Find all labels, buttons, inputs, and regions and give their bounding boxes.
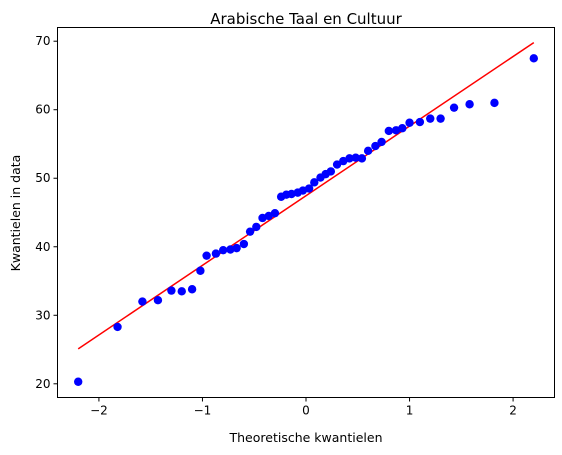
y-tick-label: 50 [35,171,50,185]
y-tick-label: 60 [35,103,50,117]
x-axis: −2 −1 0 1 2 [90,397,517,418]
y-tick-label: 30 [35,308,50,322]
x-tick-label: 1 [406,404,414,418]
data-point [232,243,241,253]
y-tick-label: 20 [35,377,50,391]
data-point [138,297,147,306]
data-point [74,377,83,386]
data-point [436,114,445,123]
y-axis: 20 30 40 50 60 70 [35,34,58,391]
data-point [177,287,186,296]
data-point [345,154,354,163]
data-point [529,54,538,63]
data-point [211,249,221,258]
data-point [363,146,373,156]
data-point [113,322,122,332]
data-point [490,98,499,108]
x-tick-label: 2 [509,404,517,418]
x-tick-label: 0 [302,404,310,418]
x-axis-label: Theoretische kwantielen [229,430,383,445]
data-point [153,296,163,305]
y-tick-label: 70 [35,34,50,48]
data-point [332,160,342,169]
data-point [371,141,380,151]
data-point [167,286,176,295]
data-point [326,167,336,176]
data-point [405,118,414,127]
plot-area-frame [57,27,555,398]
data-point [304,184,314,193]
data-point [415,117,425,127]
data-point [196,266,205,275]
y-tick-label: 40 [35,240,50,254]
data-point [357,154,367,163]
data-point [384,126,394,136]
data-point [398,124,407,133]
data-point [187,285,197,294]
x-tick-label: −1 [194,404,212,418]
data-point [351,153,360,162]
data-point [377,137,386,147]
y-axis-label: Kwantielen in data [8,155,23,272]
data-point [449,103,459,112]
chart-title: Arabische Taal en Cultuur [210,10,402,28]
data-point [270,208,280,218]
data-point [252,222,261,232]
data-point [218,245,228,255]
data-point [202,251,211,260]
data-point [310,178,319,187]
data-point [465,100,474,109]
data-point [245,227,255,236]
reference-line [77,41,535,350]
series-layer [74,41,538,386]
x-tick-label: −2 [90,404,108,418]
data-point [426,114,435,123]
data-point [239,239,249,249]
